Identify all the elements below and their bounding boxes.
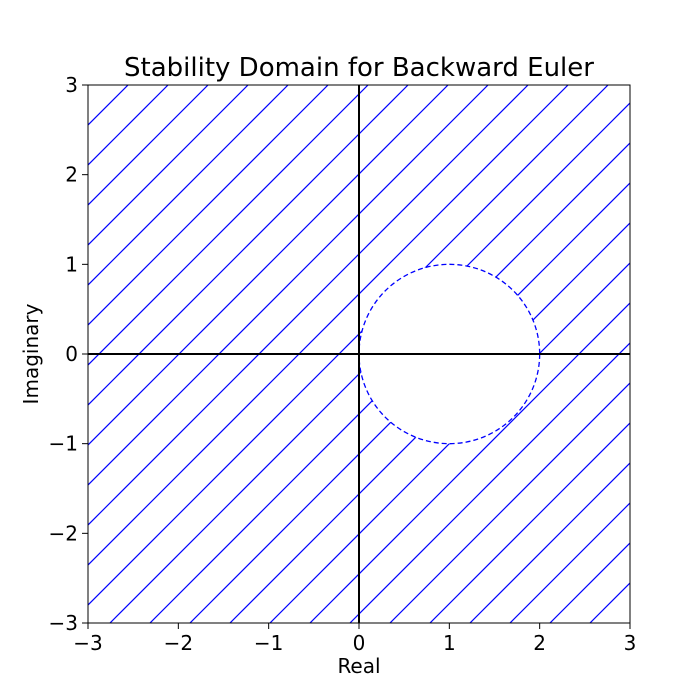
hatch-line <box>509 502 630 623</box>
y-tick-label: 1 <box>65 252 78 276</box>
x-tick-label: −2 <box>164 631 193 655</box>
x-axis-label: Real <box>337 654 380 678</box>
hatch-line <box>88 85 169 166</box>
hatch-line <box>88 85 329 326</box>
hatch-line <box>389 382 630 623</box>
y-tick-label: 0 <box>65 342 78 366</box>
reference-lines <box>88 85 630 623</box>
hatch-line <box>88 85 209 206</box>
x-tick-label: −1 <box>254 631 283 655</box>
x-tick-label: 0 <box>353 631 366 655</box>
y-axis-ticks: −3 −2 −1 0 1 2 3 <box>49 73 88 635</box>
hatch-line <box>469 462 630 623</box>
x-tick-label: 2 <box>533 631 546 655</box>
x-tick-label: 3 <box>624 631 637 655</box>
y-axis-label: Imaginary <box>19 303 43 404</box>
hatch-line <box>429 422 630 623</box>
hatch-line <box>650 65 700 643</box>
y-tick-label: 2 <box>65 163 78 187</box>
x-tick-label: −3 <box>73 631 102 655</box>
x-axis-ticks: −3 −2 −1 0 1 2 3 <box>73 623 636 655</box>
y-tick-label: −1 <box>49 432 78 456</box>
plot-area <box>87 65 700 643</box>
x-tick-label: 1 <box>443 631 456 655</box>
hatch-line <box>88 85 249 246</box>
hatch-line <box>549 542 630 623</box>
y-tick-label: −2 <box>49 521 78 545</box>
chart-title: Stability Domain for Backward Euler <box>124 53 594 83</box>
hatch-line <box>88 85 289 286</box>
y-tick-label: −3 <box>49 611 78 635</box>
y-tick-label: 3 <box>65 73 78 97</box>
